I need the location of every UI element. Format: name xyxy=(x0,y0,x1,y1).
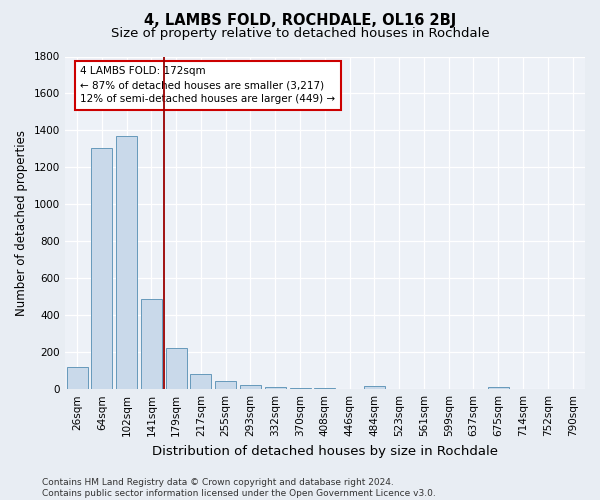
Bar xyxy=(265,387,286,389)
Bar xyxy=(166,348,187,389)
Text: Size of property relative to detached houses in Rochdale: Size of property relative to detached ho… xyxy=(110,28,490,40)
Bar xyxy=(488,387,509,389)
Bar xyxy=(67,367,88,389)
Text: Contains HM Land Registry data © Crown copyright and database right 2024.
Contai: Contains HM Land Registry data © Crown c… xyxy=(42,478,436,498)
Bar xyxy=(116,136,137,389)
Text: 4, LAMBS FOLD, ROCHDALE, OL16 2BJ: 4, LAMBS FOLD, ROCHDALE, OL16 2BJ xyxy=(144,12,456,28)
Bar xyxy=(314,388,335,389)
Text: 4 LAMBS FOLD: 172sqm
← 87% of detached houses are smaller (3,217)
12% of semi-de: 4 LAMBS FOLD: 172sqm ← 87% of detached h… xyxy=(80,66,335,104)
Bar xyxy=(215,381,236,389)
Y-axis label: Number of detached properties: Number of detached properties xyxy=(15,130,28,316)
X-axis label: Distribution of detached houses by size in Rochdale: Distribution of detached houses by size … xyxy=(152,444,498,458)
Bar xyxy=(190,374,211,389)
Bar xyxy=(364,386,385,389)
Bar xyxy=(339,388,360,389)
Bar xyxy=(91,148,112,389)
Bar xyxy=(240,386,261,389)
Bar xyxy=(141,298,162,389)
Bar xyxy=(290,388,311,389)
